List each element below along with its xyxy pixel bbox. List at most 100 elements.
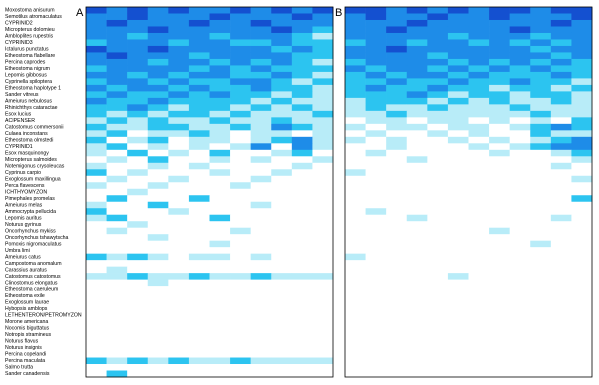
heatmap-cell <box>271 273 293 280</box>
heatmap-cell <box>447 110 469 118</box>
heatmap-cell <box>509 286 531 293</box>
heatmap-cell <box>86 130 107 138</box>
heatmap-cell <box>550 234 572 241</box>
heatmap-cell <box>230 19 251 27</box>
heatmap-cell <box>365 32 387 40</box>
heatmap-cell <box>447 52 469 60</box>
heatmap-cell <box>250 130 272 138</box>
heatmap-cell <box>312 149 334 157</box>
heatmap-cell <box>312 318 334 326</box>
heatmap-cell <box>250 58 272 66</box>
heatmap-cell <box>509 331 531 339</box>
heatmap-cell <box>406 149 428 157</box>
heatmap-cell <box>345 331 366 339</box>
heatmap-cell <box>230 32 251 40</box>
heatmap-cell <box>489 331 510 339</box>
heatmap-cell <box>427 91 449 99</box>
heatmap-cell <box>106 344 128 352</box>
heatmap-cell <box>312 273 334 280</box>
heatmap-cell <box>489 234 510 241</box>
heatmap-cell <box>312 305 334 313</box>
panel-label: A <box>76 7 84 19</box>
heatmap-cell <box>312 162 334 170</box>
heatmap-cell <box>550 208 572 216</box>
heatmap-cell <box>345 84 366 92</box>
heatmap-cell <box>127 39 149 47</box>
heatmap-cell <box>147 182 169 190</box>
heatmap-cell <box>86 149 107 157</box>
heatmap-cell <box>127 84 149 92</box>
heatmap-cell <box>365 357 387 365</box>
heatmap-cell <box>571 19 593 27</box>
row-label: Campostoma anomalum <box>5 261 62 267</box>
heatmap-cell <box>312 156 334 164</box>
heatmap-cell <box>530 195 552 203</box>
heatmap-cell <box>427 39 449 47</box>
heatmap-cell <box>230 78 251 86</box>
heatmap-cell <box>209 91 231 99</box>
heatmap-cell <box>447 71 469 79</box>
heatmap-cell <box>386 279 408 287</box>
heatmap-cell <box>365 117 387 125</box>
heatmap-cell <box>509 305 531 313</box>
heatmap-cell <box>509 240 531 248</box>
heatmap-cell <box>365 7 387 14</box>
heatmap-cell <box>447 156 469 164</box>
heatmap-cell <box>365 182 387 190</box>
heatmap-cell <box>365 195 387 203</box>
row-label: Lepomis auritus <box>5 215 42 221</box>
heatmap-cell <box>250 97 272 105</box>
heatmap-cell <box>291 351 313 358</box>
heatmap-cell <box>86 182 107 190</box>
heatmap-cell <box>168 143 190 151</box>
heatmap-cell <box>550 325 572 332</box>
heatmap-cell <box>550 357 572 365</box>
heatmap-cell <box>291 214 313 222</box>
heatmap-cell <box>345 117 366 125</box>
heatmap-cell <box>427 247 449 254</box>
heatmap-cell <box>427 318 449 326</box>
heatmap-cell <box>209 370 231 378</box>
heatmap-cell <box>406 344 428 352</box>
row-label: Sander vitreus <box>5 92 39 98</box>
heatmap-cell <box>250 78 272 86</box>
heatmap-cell <box>168 279 190 287</box>
heatmap-cell <box>509 279 531 287</box>
heatmap-cell <box>489 39 510 47</box>
heatmap-cell <box>291 97 313 105</box>
heatmap-cell <box>127 19 149 27</box>
heatmap-cell <box>127 195 149 203</box>
heatmap-cell <box>230 175 251 183</box>
heatmap-cell <box>271 357 293 365</box>
heatmap-cell <box>550 299 572 306</box>
heatmap-cell <box>147 325 169 332</box>
heatmap-cell <box>427 104 449 112</box>
heatmap-cell <box>188 195 210 203</box>
heatmap-cell <box>427 130 449 138</box>
heatmap-cell <box>106 214 128 222</box>
heatmap-cell <box>550 91 572 99</box>
heatmap-cell <box>468 364 490 371</box>
heatmap-cell <box>312 227 334 235</box>
heatmap-cell <box>530 370 552 378</box>
heatmap-cell <box>209 71 231 79</box>
heatmap-cell <box>571 286 593 293</box>
heatmap-cell <box>571 110 593 118</box>
heatmap-cell <box>550 58 572 66</box>
heatmap-cell <box>509 162 531 170</box>
heatmap-cell <box>230 240 251 248</box>
heatmap-cell <box>209 182 231 190</box>
heatmap-cell <box>406 65 428 73</box>
heatmap-cell <box>509 175 531 183</box>
heatmap-cell <box>86 117 107 125</box>
heatmap-cell <box>406 156 428 164</box>
heatmap-cell <box>127 260 149 267</box>
heatmap-cell <box>530 325 552 332</box>
heatmap-cell <box>447 247 469 254</box>
heatmap-cell <box>345 208 366 216</box>
heatmap-cell <box>188 19 210 27</box>
heatmap-cell <box>530 175 552 183</box>
heatmap-cell <box>188 299 210 306</box>
heatmap-cell <box>291 7 313 14</box>
heatmap-cell <box>386 305 408 313</box>
